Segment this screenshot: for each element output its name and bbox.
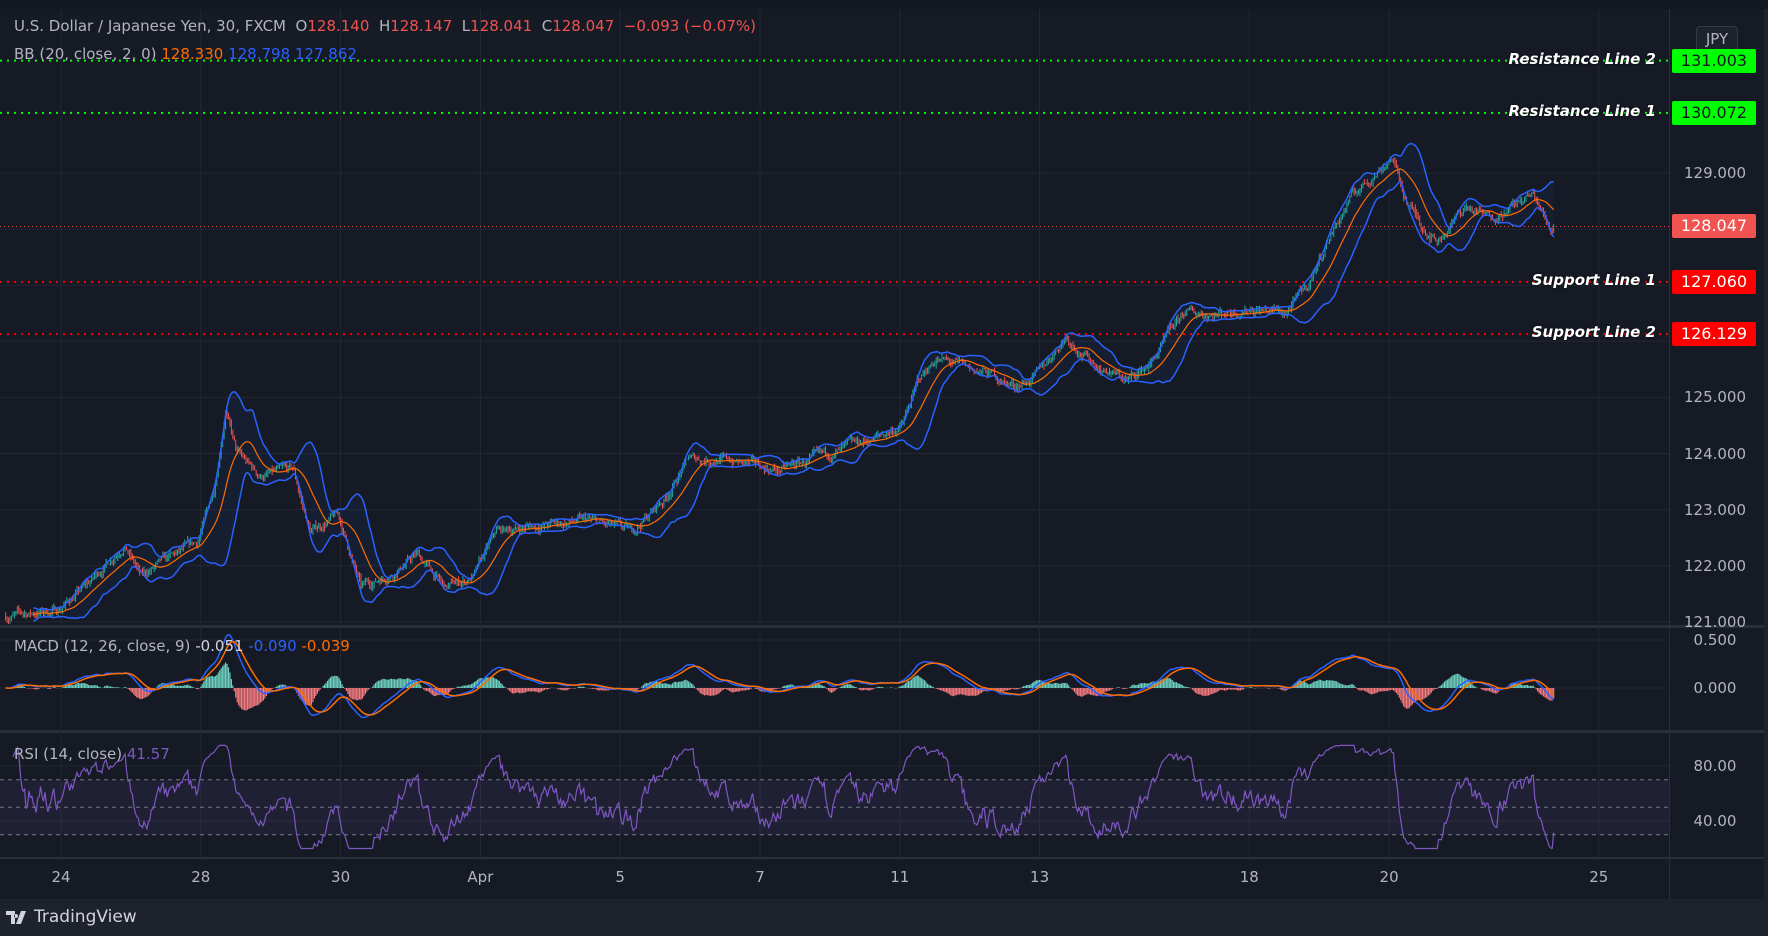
bb-upper-value: 128.798 [228,45,291,63]
time-axis-label: 30 [331,868,351,886]
price-axis-label: 0.500 [1693,631,1737,649]
high-label: H [378,17,391,35]
chart-area[interactable]: U.S. Dollar / Japanese Yen, 30, FXCM O12… [0,9,1764,899]
support-line-1-price: 127.060 [1672,270,1756,294]
rsi-legend[interactable]: RSI (14, close) 41.57 [14,745,170,763]
time-axis-label: Apr [467,868,494,886]
chart-canvas[interactable] [0,9,1764,899]
time-axis-label: 18 [1239,868,1259,886]
bb-lower-value: 127.862 [294,45,357,63]
time-axis-label: 24 [51,868,71,886]
bb-label: BB (20, close, 2, 0) [14,45,157,63]
price-axis-label: 40.00 [1693,812,1737,830]
macd-value: -0.090 [248,637,297,655]
bb-basis-line [33,168,1555,616]
price-axis-label: 125.000 [1683,388,1747,407]
rsi-line [12,744,1555,850]
close-value: 128.047 [552,17,615,35]
low-label: L [461,17,471,35]
support-line-1-label: Support Line 1 [1531,271,1656,289]
time-axis-label: 13 [1030,868,1050,886]
time-axis-label: 28 [191,868,211,886]
price-axis-label: 121.000 [1683,612,1747,631]
bb-basis-value: 128.330 [161,45,224,63]
rsi-label: RSI (14, close) [14,745,123,763]
resistance-line-1-price: 130.072 [1672,101,1756,125]
symbol-legend[interactable]: U.S. Dollar / Japanese Yen, 30, FXCM O12… [14,17,756,35]
pane-separator [0,625,1764,628]
open-value: 128.140 [307,17,370,35]
macd-signal-value: -0.039 [301,637,350,655]
change-value: −0.093 (−0.07%) [623,17,756,35]
bb-fill [33,143,1554,622]
bb-lower-line [33,181,1555,622]
last-price-badge: 128.047 [1672,214,1756,238]
time-axis-label: 5 [615,868,625,886]
tradingview-brand: TradingView [34,907,137,927]
support-line-2-label: Support Line 2 [1531,323,1656,341]
time-axis-separator [0,857,1764,859]
bb-legend[interactable]: BB (20, close, 2, 0) 128.330 128.798 127… [14,45,357,63]
time-axis-label: 20 [1379,868,1399,886]
macd-signal-line [5,640,1555,716]
symbol-title: U.S. Dollar / Japanese Yen, 30, FXCM [14,17,286,35]
macd-label: MACD (12, 26, close, 9) [14,637,191,655]
support-line-2-price: 126.129 [1672,322,1756,346]
time-axis-label: 11 [890,868,910,886]
open-label: O [295,17,308,35]
macd-legend[interactable]: MACD (12, 26, close, 9) -0.051 -0.090 -0… [14,637,350,655]
rsi-value: 41.57 [126,745,170,763]
bb-upper-line [33,142,1555,611]
close-label: C [541,17,553,35]
resistance-line-2-label: Resistance Line 2 [1508,50,1656,68]
low-value: 128.041 [470,17,533,35]
price-axis-label: 0.000 [1693,679,1737,697]
footer: TradingView [0,899,1768,936]
macd-hist-value: -0.051 [195,637,244,655]
resistance-line-1-label: Resistance Line 1 [1508,102,1656,120]
price-axis-label: 122.000 [1683,556,1747,575]
resistance-line-2-price: 131.003 [1672,49,1756,73]
tradingview-logo-icon [6,911,26,924]
price-axis-separator [1669,9,1670,899]
pane-separator [0,730,1764,733]
price-axis-label: 123.000 [1683,500,1747,519]
time-axis-label: 25 [1589,868,1609,886]
high-value: 128.147 [390,17,453,35]
top-toolbar-strip [0,0,1768,9]
price-axis-label: 80.00 [1693,757,1737,775]
price-axis-label: 124.000 [1683,444,1747,463]
tradingview-logo[interactable]: TradingView [6,907,137,927]
time-axis-label: 7 [755,868,765,886]
price-axis-label: 129.000 [1683,164,1747,182]
currency-button[interactable]: JPY [1696,26,1738,52]
